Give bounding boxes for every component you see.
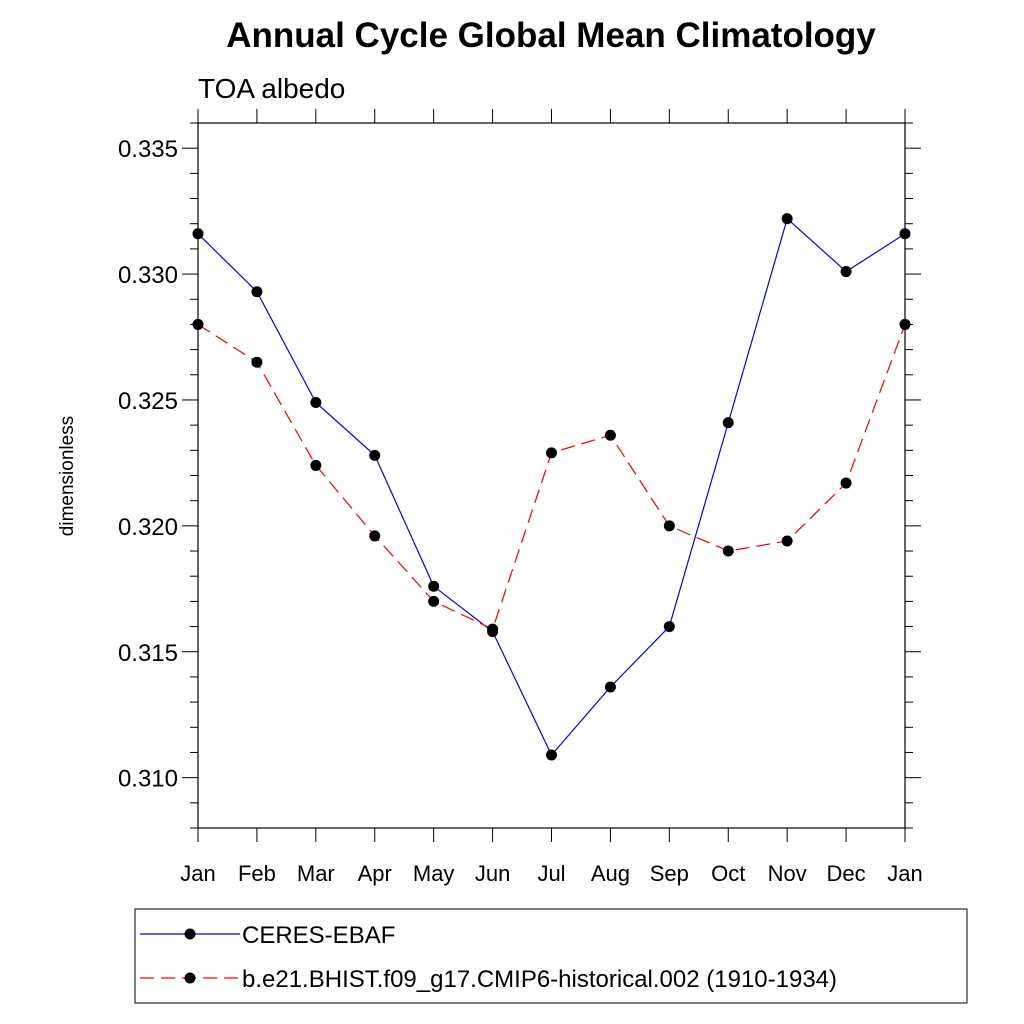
- y-axis-label: dimensionless: [57, 416, 78, 536]
- x-tick-label: Jan: [887, 861, 922, 886]
- x-tick-label: Jan: [180, 861, 215, 886]
- x-tick-label: Jul: [537, 861, 565, 886]
- y-tick-label: 0.335: [118, 136, 178, 163]
- plot-frame: [197, 122, 906, 829]
- legend-marker-1: [184, 972, 196, 984]
- chart-subtitle: TOA albedo: [198, 73, 345, 104]
- data-point-s1-7: [604, 429, 616, 441]
- y-tick-label: 0.330: [118, 262, 178, 289]
- data-point-s0-7: [604, 681, 616, 693]
- y-tick-label: 0.320: [118, 514, 178, 541]
- data-point-s1-10: [781, 535, 793, 547]
- data-point-s1-11: [840, 477, 852, 489]
- data-point-s0-6: [546, 749, 557, 761]
- data-point-s0-2: [310, 396, 322, 408]
- y-tick-label: 0.315: [118, 640, 178, 667]
- data-point-s0-1: [251, 286, 263, 298]
- data-point-s0-10: [781, 213, 793, 225]
- x-tick-label: May: [413, 861, 455, 886]
- series-layer: [192, 213, 911, 761]
- series-line-1: [197, 323, 906, 630]
- series-line-0: [197, 217, 906, 757]
- legend-box: [134, 908, 968, 1004]
- data-point-s1-9: [722, 545, 734, 557]
- chart-title: Annual Cycle Global Mean Climatology: [226, 16, 876, 55]
- x-tick-label: Nov: [768, 861, 807, 886]
- legend-label-1: b.e21.BHIST.f09_g17.CMIP6-historical.002…: [242, 966, 837, 993]
- data-point-s1-8: [663, 520, 675, 532]
- x-tick-label: Dec: [827, 861, 866, 886]
- data-point-s1-5: [487, 623, 499, 635]
- y-tick-labels: 0.310 0.315 0.320 0.325 0.330 0.335: [118, 136, 178, 792]
- data-point-s0-4: [428, 580, 440, 592]
- x-tick-label: Feb: [238, 861, 276, 886]
- x-tick-labels: Jan Feb Mar Apr May Jun Jul Aug Sep Oct Nov Dec Jan: [180, 861, 922, 886]
- x-tick-label: Apr: [358, 861, 392, 886]
- data-point-s0-3: [369, 449, 381, 461]
- y-tick-label: 0.310: [118, 766, 178, 793]
- x-tick-label: Oct: [711, 861, 745, 886]
- data-point-s0-8: [663, 621, 675, 633]
- x-tick-label: Mar: [297, 861, 335, 886]
- data-point-s0-11: [840, 266, 852, 278]
- legend-label-0: CERES-EBAF: [242, 922, 395, 949]
- y-tick-label: 0.325: [118, 388, 178, 415]
- axis-ticks: [182, 109, 921, 842]
- data-point-s1-3: [369, 530, 381, 542]
- data-point-s1-4: [428, 595, 440, 607]
- data-point-s1-1: [251, 356, 263, 368]
- data-point-s1-6: [546, 447, 557, 459]
- legend-marker-0: [184, 928, 196, 940]
- data-point-s1-2: [310, 459, 322, 471]
- x-tick-label: Sep: [650, 861, 689, 886]
- legend: CERES-EBAF b.e21.BHIST.f09_g17.CMIP6-hist…: [134, 908, 968, 1004]
- data-point-s0-9: [722, 417, 734, 429]
- x-tick-label: Aug: [591, 861, 630, 886]
- x-tick-label: Jun: [475, 861, 510, 886]
